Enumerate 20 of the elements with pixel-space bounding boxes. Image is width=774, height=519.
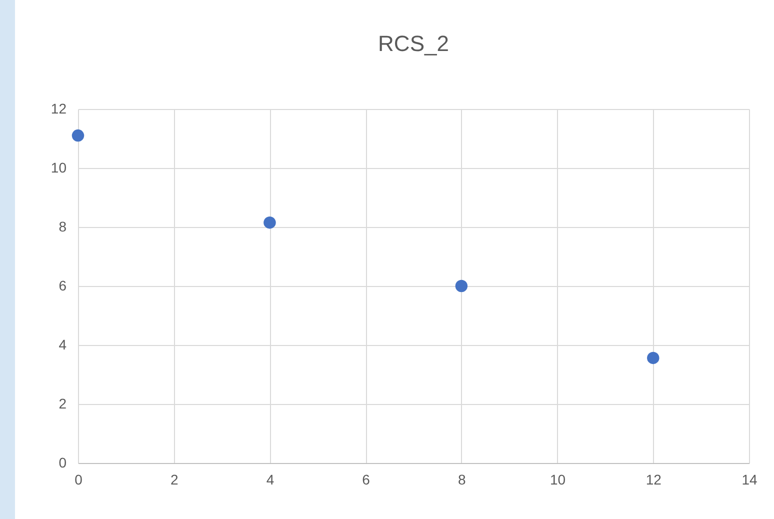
y-tick-label: 6	[58, 278, 67, 294]
y-tick-label: 10	[50, 160, 67, 176]
x-tick-label: 4	[266, 472, 274, 488]
y-tick-label: 4	[58, 336, 67, 352]
point	[72, 129, 84, 142]
y-tick-label: 8	[58, 218, 67, 234]
x-tick-label: 6	[362, 472, 370, 488]
x-tick-label: 8	[458, 472, 466, 488]
x-tick-label: 12	[646, 472, 662, 488]
point	[264, 216, 276, 229]
y-tick-label: 0	[58, 454, 67, 470]
x-tick-label: 0	[74, 472, 83, 488]
x-tick-label: 14	[742, 472, 758, 488]
y-tick-label: 2	[58, 396, 67, 412]
x-tick-label: 2	[170, 472, 178, 488]
chart-title: RCS_2	[378, 31, 449, 56]
x-tick-label: 10	[550, 472, 566, 488]
point	[647, 352, 660, 364]
y-tick-label: 12	[50, 100, 67, 116]
point	[455, 280, 468, 292]
